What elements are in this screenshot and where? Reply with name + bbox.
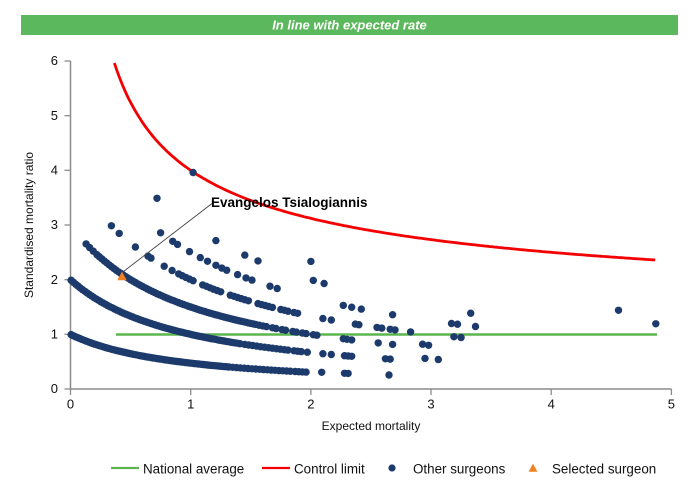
svg-text:5: 5 (51, 108, 58, 123)
svg-text:3: 3 (51, 217, 58, 232)
svg-text:Selected surgeon: Selected surgeon (552, 461, 656, 476)
svg-text:2: 2 (51, 272, 58, 287)
svg-text:Control limit: Control limit (294, 461, 365, 476)
svg-text:Evangelos Tsialogiannis: Evangelos Tsialogiannis (211, 195, 368, 210)
svg-text:Expected mortality: Expected mortality (322, 419, 421, 433)
svg-text:National average: National average (143, 461, 244, 476)
svg-text:In line with expected rate: In line with expected rate (272, 18, 427, 33)
svg-text:2: 2 (307, 397, 314, 412)
svg-text:4: 4 (51, 163, 58, 178)
svg-text:Other surgeons: Other surgeons (413, 461, 506, 476)
svg-text:4: 4 (548, 397, 555, 412)
svg-text:0: 0 (51, 381, 58, 396)
svg-text:1: 1 (187, 397, 194, 412)
svg-text:3: 3 (427, 397, 434, 412)
svg-text:5: 5 (668, 397, 675, 412)
svg-text:0: 0 (67, 397, 74, 412)
svg-text:6: 6 (51, 53, 58, 68)
svg-text:Standardised mortality ratio: Standardised mortality ratio (22, 152, 36, 298)
svg-text:1: 1 (51, 327, 58, 342)
